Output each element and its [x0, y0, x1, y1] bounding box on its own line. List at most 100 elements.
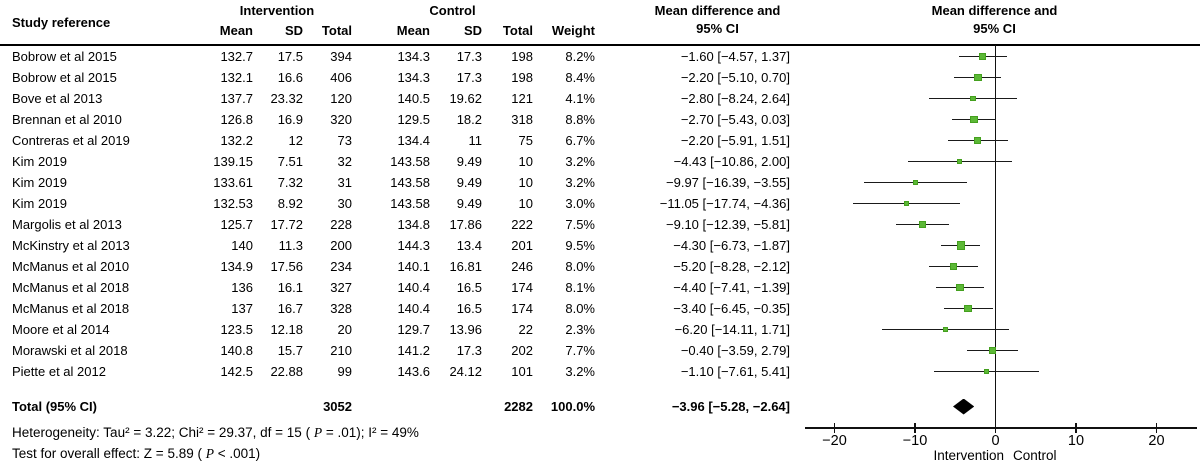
total-control-n: 2282 [504, 399, 533, 414]
intervention-mean: 132.2 [220, 133, 253, 148]
column-header-control-total: Total [502, 23, 533, 38]
study-row: Moore et al 2014 123.5 12.18 20 129.7 13… [0, 319, 790, 340]
total-weight: 100.0% [550, 399, 595, 414]
ci-line [863, 181, 967, 184]
study-weight: 7.7% [565, 343, 595, 358]
column-header-weight: Weight [551, 23, 595, 38]
column-header-intervention-total: Total [321, 23, 352, 38]
ci-line [935, 286, 985, 289]
axis-tick-label: 10 [1067, 433, 1085, 449]
effect-marker [957, 159, 963, 164]
effect-marker [988, 346, 996, 355]
study-row: Bove et al 2013 137.7 23.32 120 140.5 19… [0, 88, 790, 109]
study-weight: 4.1% [565, 91, 595, 106]
control-mean: 134.3 [397, 70, 430, 85]
study-weight: 8.4% [565, 70, 595, 85]
control-mean: 140.5 [397, 91, 430, 106]
intervention-mean: 132.7 [220, 49, 253, 64]
mean-difference-ci-text: −1.10 [−7.61, 5.41] [680, 364, 790, 379]
intervention-total: 200 [330, 238, 352, 253]
effect-marker [969, 115, 978, 124]
spacer [352, 396, 430, 417]
intervention-total: 73 [337, 133, 352, 148]
heterogeneity-stats: Heterogeneity: Tau² = 3.22; Chi² = 29.37… [12, 423, 419, 443]
intervention-mean: 133.61 [213, 175, 253, 190]
spacer [430, 396, 482, 417]
intervention-mean: 136 [231, 280, 253, 295]
intervention-total: 234 [330, 259, 352, 274]
p-symbol: P [205, 446, 214, 461]
study-row: Bobrow et al 2015 132.1 16.6 406 134.3 1… [0, 67, 790, 88]
overall-effect-text-cont: < .001) [213, 446, 261, 461]
control-sd: 18.2 [456, 112, 482, 127]
study-weight: 8.0% [565, 259, 595, 274]
x-axis-line [805, 427, 1197, 429]
ci-line [908, 160, 1012, 163]
intervention-total: 99 [337, 364, 352, 379]
intervention-sd: 16.9 [277, 112, 303, 127]
control-sd: 17.3 [456, 343, 482, 358]
study-weight: 3.2% [565, 364, 595, 379]
heterogeneity-text: Heterogeneity: Tau² = 3.22; Chi² = 29.37… [12, 425, 314, 440]
control-mean: 144.3 [397, 238, 430, 253]
intervention-sd: 8.92 [277, 196, 303, 211]
effect-marker [970, 95, 976, 102]
study-row: Contreras et al 2019 132.2 12 73 134.4 1… [0, 130, 790, 151]
ci-line [943, 307, 993, 310]
mean-difference-ci-text: −2.80 [−8.24, 2.64] [680, 91, 790, 106]
intervention-mean: 132.53 [213, 196, 253, 211]
study-weight: 8.8% [565, 112, 595, 127]
spacer [253, 396, 303, 417]
study-weight: 8.1% [565, 280, 595, 295]
control-sd: 17.3 [456, 49, 482, 64]
intervention-sd: 17.5 [277, 49, 303, 64]
control-total: 75 [518, 133, 533, 148]
study-reference: McManus et al 2010 [12, 259, 130, 274]
intervention-total: 228 [330, 217, 352, 232]
intervention-total: 406 [330, 70, 352, 85]
intervention-total: 30 [337, 196, 352, 211]
effect-marker [978, 52, 987, 61]
effect-marker [943, 327, 948, 332]
effect-marker [974, 137, 982, 144]
control-total: 246 [511, 259, 533, 274]
study-weight: 3.0% [565, 196, 595, 211]
column-header-study: Study reference [12, 14, 111, 30]
intervention-total: 20 [337, 322, 352, 337]
zero-reference-line [994, 45, 997, 428]
study-reference: Morawski et al 2018 [12, 343, 128, 358]
control-total: 198 [511, 70, 533, 85]
study-reference: McKinstry et al 2013 [12, 238, 130, 253]
effect-marker [984, 369, 989, 374]
study-row: Kim 2019 139.15 7.51 32 143.58 9.49 10 3… [0, 151, 790, 172]
control-sd: 9.49 [456, 196, 482, 211]
intervention-sd: 15.7 [277, 343, 303, 358]
mean-difference-ci-text: −3.40 [−6.45, −0.35] [673, 301, 790, 316]
study-weight: 8.2% [565, 49, 595, 64]
total-mean-difference-ci-text: −3.96 [−5.28, −2.64] [671, 399, 790, 414]
control-total: 201 [511, 238, 533, 253]
study-row: Piette et al 2012 142.5 22.88 99 143.6 2… [0, 361, 790, 382]
axis-label-intervention: Intervention [933, 448, 1004, 463]
axis-tick-label: 20 [1148, 433, 1165, 449]
study-row: Bobrow et al 2015 132.7 17.5 394 134.3 1… [0, 46, 790, 67]
intervention-sd: 16.7 [277, 301, 303, 316]
ci-line [958, 55, 1007, 58]
ci-line [954, 76, 1002, 79]
intervention-sd: 17.72 [270, 217, 303, 232]
study-row: Margolis et al 2013 125.7 17.72 228 134.… [0, 214, 790, 235]
ci-line [852, 202, 961, 205]
ci-line [966, 349, 1018, 352]
mean-difference-ci-text: −4.30 [−6.73, −1.87] [673, 238, 790, 253]
study-row: McManus et al 2018 137 16.7 328 140.4 16… [0, 298, 790, 319]
intervention-mean: 125.7 [220, 217, 253, 232]
study-weight: 7.5% [565, 217, 595, 232]
axis-tick-label: −10 [902, 433, 928, 449]
study-row: Morawski et al 2018 140.8 15.7 210 141.2… [0, 340, 790, 361]
intervention-sd: 12.18 [270, 322, 303, 337]
mean-difference-ci-text: −1.60 [−4.57, 1.37] [680, 49, 790, 64]
axis-tick [833, 423, 836, 433]
control-sd: 17.3 [456, 70, 482, 85]
study-reference: Moore et al 2014 [12, 322, 110, 337]
spacer [193, 396, 253, 417]
